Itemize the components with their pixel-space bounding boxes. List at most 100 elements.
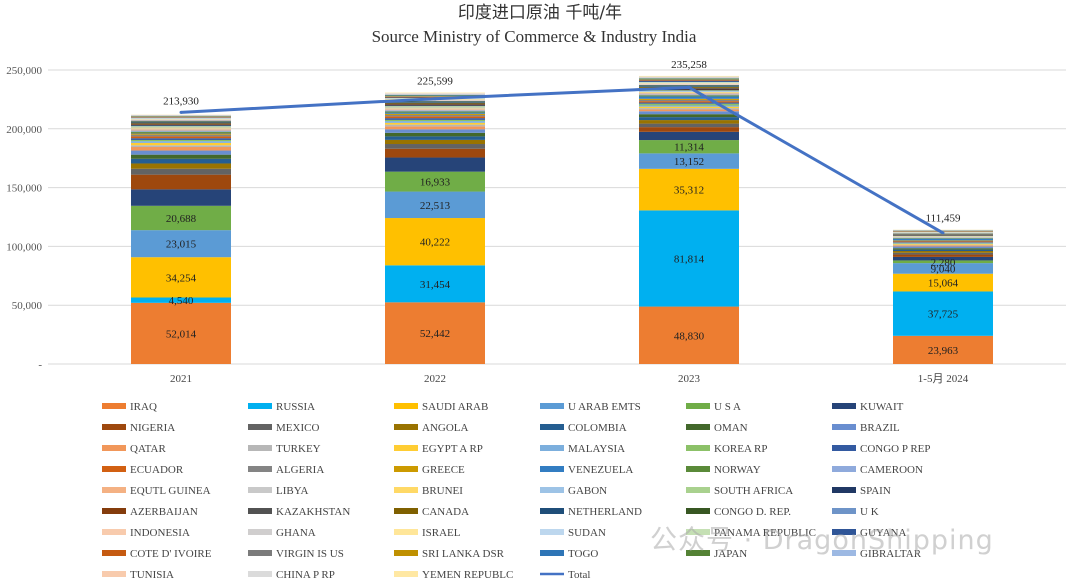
legend-label: TOGO — [568, 548, 598, 560]
bar-segment — [893, 291, 993, 336]
legend-swatch — [394, 487, 418, 493]
legend-swatch — [540, 466, 564, 472]
data-label: 35,312 — [674, 185, 704, 197]
bar-segment — [131, 189, 231, 206]
bar-segment — [639, 89, 739, 91]
data-label: 31,454 — [420, 279, 451, 291]
x-tick-label: 2021 — [170, 373, 192, 385]
legend-swatch — [832, 445, 856, 451]
bar-segment — [385, 92, 485, 94]
legend-label: ISRAEL — [422, 527, 461, 539]
bar-segment — [131, 126, 231, 128]
bar-segment — [893, 246, 993, 249]
x-tick-label: 2022 — [424, 373, 446, 385]
legend-label: EQUTL GUINEA — [130, 485, 211, 497]
legend-swatch — [248, 550, 272, 556]
bar-segment — [385, 265, 485, 303]
legend-swatch — [248, 403, 272, 409]
legend-label: KUWAIT — [860, 401, 904, 413]
legend-label: ALGERIA — [276, 464, 324, 476]
legend-label: CONGO P REP — [860, 443, 931, 455]
bar-segment — [639, 140, 739, 154]
bar-segment — [639, 91, 739, 92]
bar-segment — [639, 95, 739, 97]
data-label: 23,015 — [166, 239, 197, 251]
bar-segment — [131, 302, 231, 364]
bar-segment — [385, 302, 485, 364]
bar-segment — [385, 103, 485, 105]
legend-label: U S A — [714, 401, 741, 413]
bar-segment — [385, 119, 485, 122]
legend-swatch — [394, 403, 418, 409]
bar-segment — [639, 131, 739, 141]
legend-label: CANADA — [422, 506, 469, 518]
legend-label: VENEZUELA — [568, 464, 633, 476]
legend-swatch — [832, 424, 856, 430]
bar-segment — [385, 94, 485, 95]
legend-swatch — [832, 508, 856, 514]
bar-segment — [639, 80, 739, 82]
bar-segment — [131, 123, 231, 125]
data-label: 13,152 — [674, 156, 704, 168]
x-tick-label: 2023 — [678, 373, 701, 385]
legend-swatch — [102, 424, 126, 430]
bar-segment — [893, 243, 993, 245]
bar-segment — [385, 113, 485, 115]
bar-segment — [893, 260, 993, 264]
legend-swatch — [394, 571, 418, 577]
bar-segment — [893, 244, 993, 246]
x-tick-label: 1-5月 2024 — [918, 373, 969, 385]
legend-label: MEXICO — [276, 422, 319, 434]
bar-segment — [131, 174, 231, 190]
legend-label: QATAR — [130, 443, 166, 455]
bar-segment — [131, 257, 231, 298]
data-label: 9,040 — [931, 263, 956, 275]
bar-segment — [131, 168, 231, 175]
bar-segment — [639, 88, 739, 90]
legend-swatch — [102, 529, 126, 535]
bar-segment — [893, 238, 993, 239]
legend-swatch — [832, 403, 856, 409]
bar-segment — [893, 248, 993, 250]
bar-segment — [893, 240, 993, 242]
bar-segment — [893, 242, 993, 244]
legend-label: IRAQ — [130, 401, 157, 413]
bar-segment — [131, 132, 231, 134]
bar-segment — [639, 75, 739, 77]
bar-segment — [639, 84, 739, 86]
data-label: 15,064 — [928, 278, 959, 290]
bar-segment — [639, 117, 739, 121]
total-label: 111,459 — [926, 213, 961, 225]
total-point — [941, 231, 945, 235]
legend-swatch — [686, 445, 710, 451]
bar-segment — [385, 132, 485, 137]
bar-segment — [385, 121, 485, 123]
bar-segment — [893, 245, 993, 247]
legend-label: PANAMA REPUBLIC — [714, 527, 816, 539]
bar-segment — [131, 297, 231, 303]
legend-swatch — [686, 550, 710, 556]
legend-swatch — [102, 508, 126, 514]
data-label: 16,933 — [420, 177, 451, 189]
legend-label: GHANA — [276, 527, 316, 539]
legend-swatch — [248, 508, 272, 514]
bar-segment — [131, 150, 231, 155]
bar-segment — [131, 230, 231, 258]
legend-label: Total — [568, 569, 590, 579]
legend-label: U ARAB EMTS — [568, 401, 641, 413]
total-label: 213,930 — [163, 95, 199, 107]
y-tick-label: - — [38, 359, 42, 371]
bar-segment — [639, 76, 739, 78]
bar-segment — [639, 83, 739, 85]
legend-label: MALAYSIA — [568, 443, 625, 455]
legend-swatch — [394, 466, 418, 472]
legend-swatch — [686, 529, 710, 535]
data-label: 20,688 — [166, 213, 197, 225]
bar-segment — [131, 125, 231, 126]
data-label: 11,314 — [674, 142, 704, 154]
data-label: 81,814 — [674, 253, 705, 265]
legend-swatch — [540, 445, 564, 451]
legend-swatch — [540, 403, 564, 409]
